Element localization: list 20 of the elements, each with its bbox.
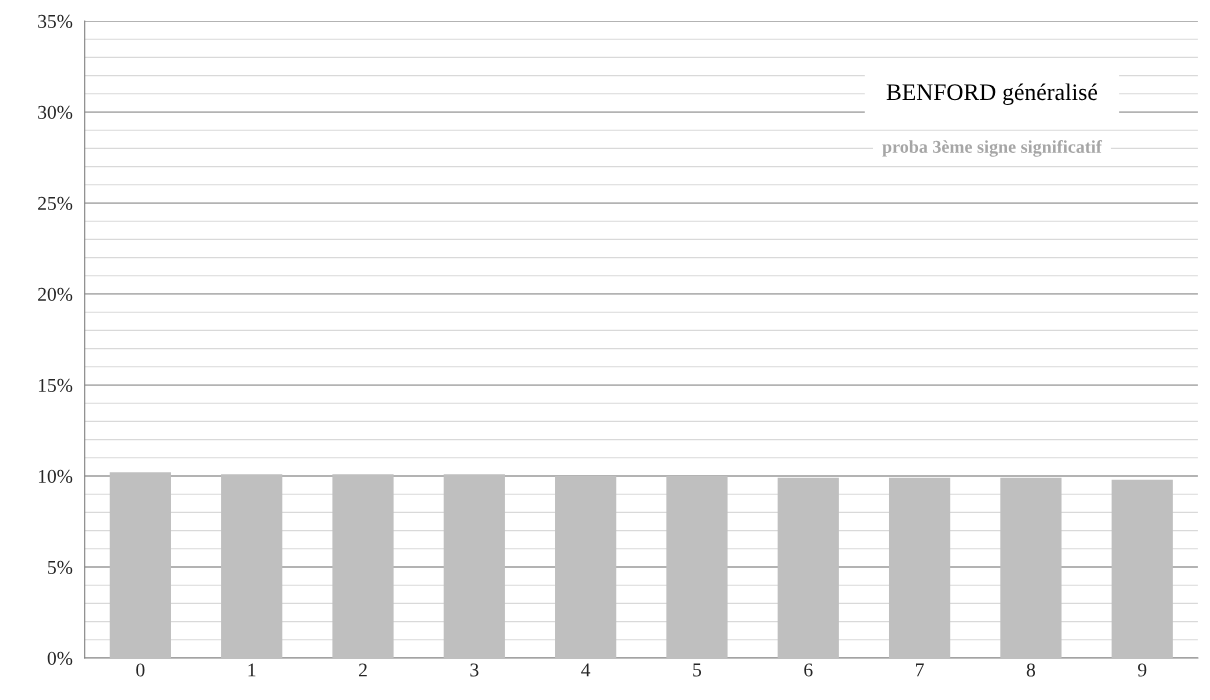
y-tick-label: 20% xyxy=(38,287,73,301)
x-tick-label: 9 xyxy=(1138,663,1147,677)
y-tick-label: 5% xyxy=(48,560,73,574)
y-tick-label: 15% xyxy=(38,378,73,392)
text: proba 3ème signe significatif xyxy=(882,140,1103,157)
x-tick-label: 3 xyxy=(470,663,479,677)
y-tick-label: 10% xyxy=(38,469,73,483)
text: BENFORD généralisé xyxy=(886,83,1098,106)
x-tick-label: 7 xyxy=(916,663,924,677)
y-tick-label: 25% xyxy=(38,196,73,210)
x-tick-label: 0 xyxy=(136,663,145,677)
x-tick-label: 8 xyxy=(1026,663,1036,677)
x-tick-label: 2 xyxy=(358,663,367,677)
x-tick-label: 6 xyxy=(804,663,813,677)
x-tick-label: 1 xyxy=(248,663,256,677)
y-tick-label: 0% xyxy=(47,651,73,665)
y-tick-label: 30% xyxy=(38,105,73,119)
x-tick-label: 4 xyxy=(581,663,591,677)
y-tick-label: 35% xyxy=(38,14,73,28)
x-tick-label: 5 xyxy=(693,663,702,677)
